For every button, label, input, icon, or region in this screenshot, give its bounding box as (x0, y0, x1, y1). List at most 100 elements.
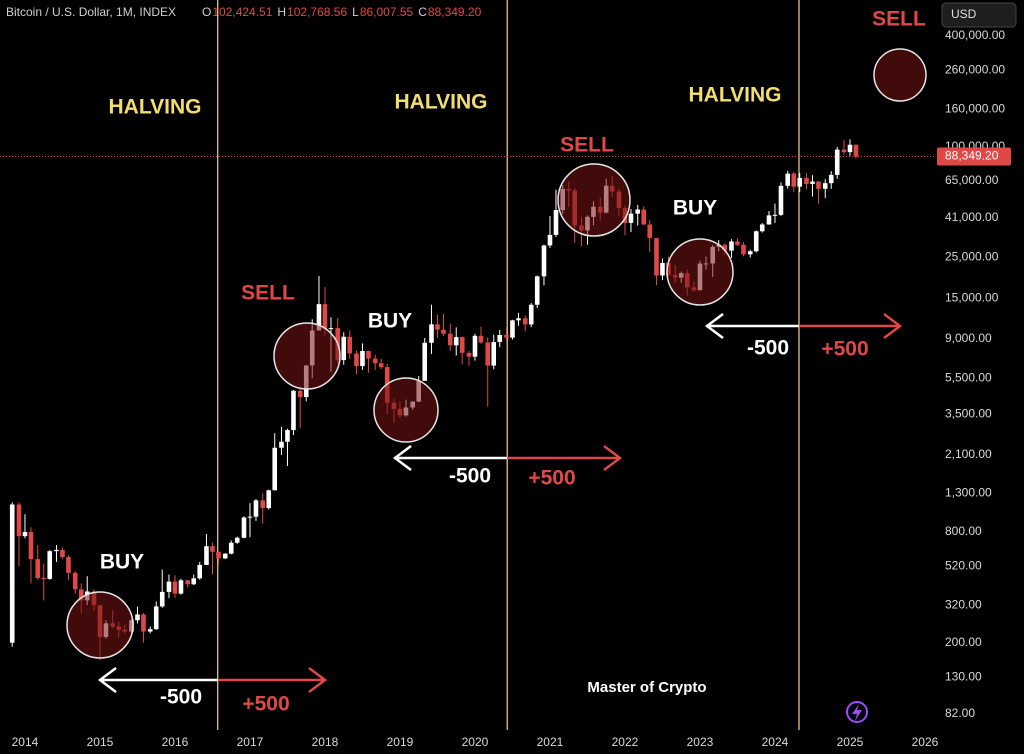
candle-body (816, 181, 821, 189)
candle-body (166, 581, 172, 592)
candle-body (234, 537, 240, 543)
x-tick-label: 2025 (837, 735, 864, 749)
cycle-label: -500 (747, 337, 789, 360)
candle-body (216, 551, 221, 559)
legend-value: 86,007.55 (360, 5, 414, 19)
candle-body (435, 324, 440, 330)
candle-body (522, 318, 528, 325)
candle-body (534, 276, 540, 305)
signal-label: SELL (241, 282, 295, 305)
candle-body (16, 504, 22, 537)
currency-label[interactable]: USD (951, 7, 977, 21)
candle-body (635, 209, 641, 214)
x-tick-label: 2024 (762, 735, 789, 749)
candle-body (422, 342, 428, 381)
x-tick-label: 2023 (687, 735, 714, 749)
candle-body (753, 231, 759, 252)
arrow-right (218, 667, 328, 693)
legend-key: O (202, 5, 211, 19)
legend-key: C (418, 5, 427, 19)
legend-key: H (277, 5, 286, 19)
candle-body (328, 328, 334, 330)
candle-body (547, 234, 553, 246)
signal-label: BUY (368, 310, 412, 333)
x-tick-label: 2026 (912, 735, 939, 749)
candle-body (429, 324, 434, 343)
candle-body (722, 244, 728, 251)
cycle-label: +500 (528, 467, 575, 490)
candle-body (316, 304, 322, 331)
candle-body (279, 441, 284, 448)
candle-body (485, 342, 491, 366)
candle-body (791, 173, 797, 187)
candle-body (341, 336, 347, 361)
y-tick-label: 5,500.00 (945, 370, 992, 384)
candle-body (72, 572, 78, 590)
cycle-label: +500 (821, 338, 868, 361)
signal-circle (373, 377, 439, 443)
candle-body (366, 351, 371, 359)
y-tick-label: 400,000.00 (945, 28, 1005, 42)
candle-body (785, 173, 791, 186)
candle-body (197, 564, 203, 579)
signal-label: BUY (100, 551, 144, 574)
x-tick-label: 2015 (87, 735, 114, 749)
currency-button[interactable] (941, 2, 1017, 28)
candle-body (797, 178, 803, 187)
candle-body (747, 251, 753, 255)
candle-body (266, 490, 272, 509)
candle-body (347, 336, 353, 354)
signal-circle (273, 322, 341, 390)
signal-circle (666, 238, 734, 306)
watermark: Master of Crypto (587, 679, 706, 696)
candle-body (135, 614, 140, 621)
y-tick-label: 65,000.00 (945, 173, 999, 187)
x-tick-label: 2014 (12, 735, 39, 749)
candle-body (297, 390, 303, 398)
arrow-left (97, 667, 218, 693)
legend-value: 88,349.20 (428, 5, 482, 19)
candle-body (553, 210, 559, 235)
y-tick-label: 800.00 (945, 524, 982, 538)
candle-body (834, 149, 840, 175)
candle-body (459, 337, 465, 353)
x-tick-label: 2017 (237, 735, 264, 749)
legend-value: 102,424.51 (212, 5, 272, 19)
candle-body (78, 589, 84, 601)
legend-key: L (352, 5, 359, 19)
candle-body (841, 149, 847, 153)
candle-body (491, 342, 497, 366)
candle-body (360, 351, 365, 367)
y-tick-label: 320.00 (945, 597, 982, 611)
y-tick-label: 15,000.00 (945, 290, 999, 304)
signal-label: SELL (872, 8, 926, 31)
candle-body (54, 549, 59, 552)
x-tick-label: 2019 (387, 735, 414, 749)
candle-body (35, 559, 41, 578)
candle-body (441, 329, 446, 334)
candle-body (47, 551, 53, 579)
candle-body (541, 245, 547, 277)
signal-circle (557, 163, 631, 237)
y-tick-label: 2,100.00 (945, 447, 992, 461)
cycle-label: +500 (242, 693, 289, 716)
y-tick-label: 1,300.00 (945, 485, 992, 499)
signal-circle (66, 591, 134, 659)
candle-body (253, 500, 259, 517)
candle-body (172, 581, 178, 594)
candle-body (759, 224, 765, 232)
y-tick-label: 200.00 (945, 635, 982, 649)
cycle-label: -500 (449, 465, 491, 488)
candle-body (466, 352, 472, 357)
candle-body (185, 580, 191, 585)
candle-body (159, 591, 165, 607)
candle-body (497, 334, 503, 343)
candle-body (453, 337, 459, 346)
x-tick-label: 2022 (612, 735, 639, 749)
candle-body (147, 629, 153, 632)
candle-body (660, 262, 665, 276)
arrow-right (799, 313, 903, 339)
price-tag-label: 88,349.20 (945, 149, 999, 163)
candle-body (735, 241, 740, 245)
candle-body (654, 238, 659, 276)
